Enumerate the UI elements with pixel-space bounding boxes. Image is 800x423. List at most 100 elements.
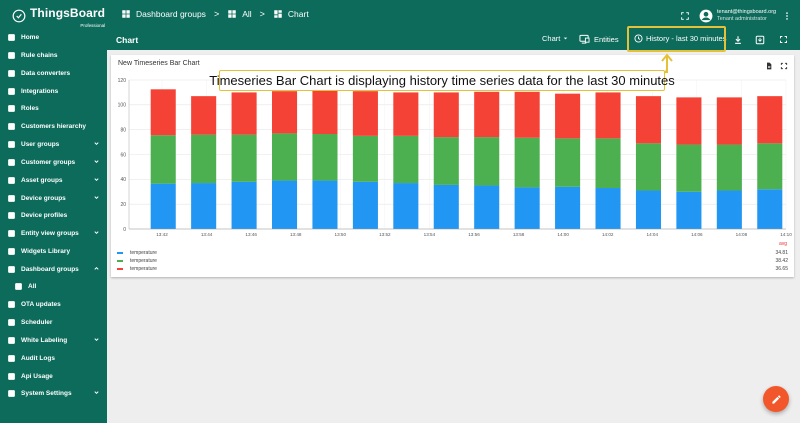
app-logo[interactable]: ThingsBoard Professional <box>0 0 107 31</box>
dashboard-state-select[interactable]: Chart <box>542 34 569 43</box>
download-icon <box>735 36 741 44</box>
sidebar-item-label: User groups <box>21 140 60 148</box>
sidebar-item-home[interactable]: Home <box>0 29 107 45</box>
dashboard-toolbar: Chart Chart Entities History - last 30 m… <box>107 31 800 50</box>
sidebar-item-device-profiles[interactable]: Device profiles <box>0 207 107 223</box>
sidebar-item-label: Roles <box>21 104 39 112</box>
legend-label: temperature <box>130 266 157 272</box>
sidebar-item-customers-hierarchy[interactable]: Customers hierarchy <box>0 118 107 134</box>
history-timewindow-button[interactable]: History - last 30 minutes <box>634 34 726 43</box>
timeseries-bar-chart-widget: New Timeseries Bar Chart 0 20 40 60 80 100 120… <box>111 55 794 277</box>
bar-segment <box>191 96 217 135</box>
system-settings-icon <box>6 388 17 399</box>
avatar-icon[interactable] <box>699 9 713 23</box>
export-button[interactable] <box>755 35 765 45</box>
bar-segment <box>393 135 419 184</box>
user-role: Tenant administrator <box>717 15 767 22</box>
breadcrumb-separator: > <box>259 9 265 19</box>
entities-button[interactable]: Entities <box>579 34 619 44</box>
bar-segment <box>474 185 500 229</box>
user-info[interactable]: tenant@thingsboard.org Tenant administra… <box>717 9 781 23</box>
logo-subtitle: Professional <box>80 22 106 28</box>
data-converters-icon <box>6 68 17 79</box>
sidebar-item-label: System Settings <box>21 389 72 397</box>
breadcrumb-label: All <box>242 9 252 19</box>
sidebar-item-label: Api Usage <box>21 372 53 380</box>
legend-row[interactable]: temperature 36.65 <box>117 265 788 273</box>
breadcrumb-dashboard-groups[interactable]: Dashboard groups <box>121 9 206 19</box>
clock-icon <box>634 34 643 43</box>
fullscreen-icon <box>780 36 787 43</box>
sidebar-item-label: Customers hierarchy <box>21 122 87 130</box>
sidebar-item-label: Integrations <box>21 87 59 95</box>
sidebar-item-label: Device profiles <box>21 211 68 219</box>
sidebar-item-roles[interactable]: Roles <box>0 100 107 116</box>
bar-segment <box>555 138 581 187</box>
download-button[interactable] <box>733 35 743 45</box>
legend-swatch <box>117 252 123 254</box>
bar-segment <box>312 180 338 229</box>
x-tick-label: 13:44 <box>201 232 213 237</box>
bar-segment <box>514 137 540 188</box>
sidebar-item-label: Customer groups <box>21 158 76 166</box>
y-tick-label: 60 <box>120 152 126 158</box>
fullscreen-widget-icon[interactable] <box>780 62 788 70</box>
sidebar-item-integrations[interactable]: Integrations <box>0 83 107 99</box>
chevron-down-icon <box>94 142 99 146</box>
logo-text: ThingsBoard <box>30 5 106 20</box>
export-icon <box>755 35 765 45</box>
sidebar-item-api-usage[interactable]: Api Usage <box>0 368 107 384</box>
breadcrumb-all[interactable]: All <box>227 9 252 19</box>
y-tick-label: 0 <box>123 227 126 233</box>
sidebar-item-rule-chains[interactable]: Rule chains <box>0 47 107 63</box>
sidebar-item-system-settings[interactable]: System Settings <box>0 385 107 401</box>
x-tick-label: 13:50 <box>335 232 347 237</box>
sidebar-item-label: Device groups <box>21 194 66 202</box>
sidebar-item-entity-view-groups[interactable]: Entity view groups <box>0 225 107 241</box>
dashboard-groups-icon <box>122 10 130 18</box>
x-tick-label: 13:58 <box>513 232 525 237</box>
bar-segment <box>433 92 459 138</box>
bar-segment <box>352 91 378 136</box>
sidebar-item-scheduler[interactable]: Scheduler <box>0 314 107 330</box>
sidebar-item-label: Widgets Library <box>21 247 71 255</box>
sidebar-item-data-converters[interactable]: Data converters <box>0 65 107 81</box>
x-tick-label: 13:52 <box>379 232 391 237</box>
sidebar-item-label: Dashboard groups <box>21 265 79 273</box>
sidebar-item-white-labeling[interactable]: White Labeling <box>0 332 107 348</box>
bar-segment <box>231 92 257 135</box>
sidebar-item-customer-groups[interactable]: Customer groups <box>0 154 107 170</box>
edit-dashboard-button[interactable] <box>763 386 789 412</box>
customer-groups-icon <box>6 157 17 168</box>
sidebar-item-user-groups[interactable]: User groups <box>0 136 107 152</box>
bar-segment <box>635 190 662 229</box>
bar-segment <box>716 144 742 191</box>
sidebar-item-device-groups[interactable]: Device groups <box>0 190 107 206</box>
top-bar: Dashboard groups > All > Chart tenant@th… <box>107 0 800 31</box>
sidebar-item-asset-groups[interactable]: Asset groups <box>0 172 107 188</box>
device-groups-icon <box>6 193 17 204</box>
sidebar-item-label: All <box>28 282 37 290</box>
home-icon <box>6 32 17 43</box>
more-vert-icon[interactable] <box>783 11 791 21</box>
white-labeling-icon <box>6 335 17 346</box>
bar-segment <box>716 97 742 145</box>
dashboard-fullscreen-button[interactable] <box>779 35 788 44</box>
sidebar-item-label: Scheduler <box>21 318 53 326</box>
bar-segment <box>393 183 419 229</box>
fullscreen-icon[interactable] <box>680 11 690 21</box>
sidebar-item-all[interactable]: All <box>0 278 107 294</box>
annotation-callout: Timeseries Bar Chart is displaying histo… <box>209 70 675 91</box>
sidebar-item-label: OTA updates <box>21 300 61 308</box>
y-tick-label: 120 <box>118 78 127 84</box>
sidebar-item-audit-logs[interactable]: Audit Logs <box>0 350 107 366</box>
export-widget-icon[interactable] <box>765 62 773 70</box>
dashboard-icon <box>274 10 282 18</box>
sidebar-item-widgets-library[interactable]: Widgets Library <box>0 243 107 259</box>
bar-segment <box>231 134 257 182</box>
legend-row[interactable]: temperature 38.42 <box>117 257 788 265</box>
sidebar-item-ota-updates[interactable]: OTA updates <box>0 296 107 312</box>
sidebar-item-dashboard-groups[interactable]: Dashboard groups <box>0 261 107 277</box>
legend-row[interactable]: temperature 34.81 <box>117 249 788 257</box>
bar-segment <box>433 137 459 185</box>
